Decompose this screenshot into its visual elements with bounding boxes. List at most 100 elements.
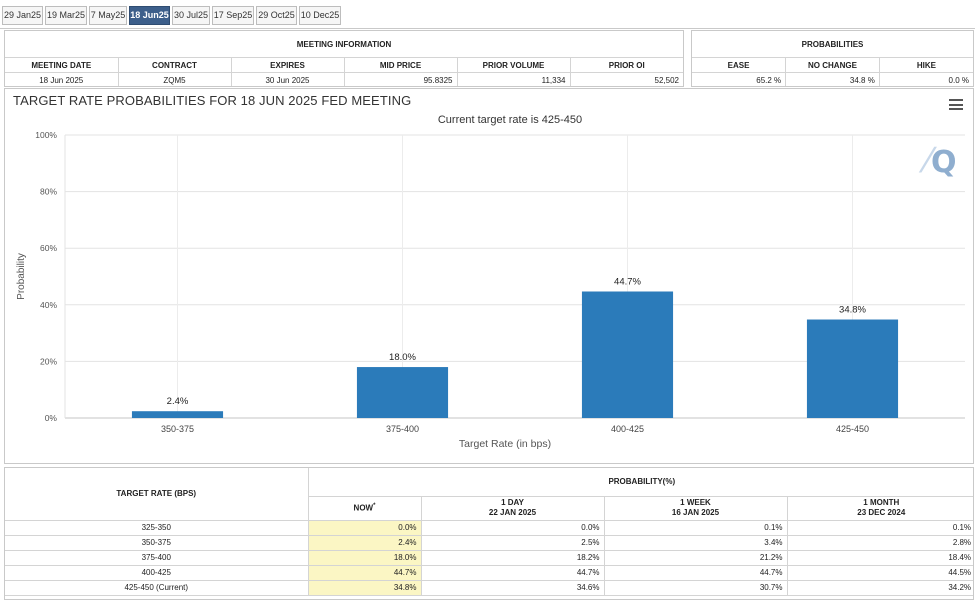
hamburger-menu-icon[interactable] [949, 99, 963, 110]
probability-history-table: TARGET RATE (BPS) PROBABILITY(%) NOW* 1 … [5, 468, 973, 596]
tab-10-dec25[interactable]: 10 Dec25 [299, 6, 341, 25]
day-cell: 44.7% [421, 565, 605, 581]
x-tick-label: 425-450 [836, 424, 869, 434]
target-rate-header: TARGET RATE (BPS) [5, 468, 309, 521]
month-cell: 0.1% [787, 520, 973, 536]
meeting-tabs: 29 Jan25 19 Mar25 7 May25 18 Jun25 30 Ju… [0, 0, 975, 29]
header-contract: CONTRACT [118, 57, 232, 73]
probabilities-table: PROBABILITIES EASE NO CHANGE HIKE 65.2 %… [692, 31, 973, 86]
target-rate-chart: Current target rate is 425-450 0% 20% 40% 60… [16, 114, 965, 450]
prior-volume-value: 11,334 [457, 72, 571, 86]
rate-cell: 400-425 [5, 565, 309, 581]
bar-425-450 [806, 319, 899, 418]
month-cell: 44.5% [787, 565, 973, 581]
y-tick-label: 100% [35, 130, 57, 140]
col-1day-date: 22 JAN 2025 [488, 508, 537, 517]
table-row: 400-425 44.7% 44.7% 44.7% 44.5% [5, 565, 973, 581]
day-cell: 18.2% [421, 550, 605, 566]
no-change-value: 34.8 % [785, 72, 880, 86]
col-1day-header: 1 DAY 22 JAN 2025 [421, 496, 605, 521]
meeting-information-panel: MEETING INFORMATION MEETING DATE CONTRAC… [4, 30, 684, 87]
ease-value: 65.2 % [692, 72, 787, 86]
prior-oi-value: 52,502 [570, 72, 683, 86]
col-1month-date: 23 DEC 2024 [857, 508, 906, 517]
month-cell: 34.2% [787, 580, 973, 596]
header-hike: HIKE [879, 57, 973, 73]
chart-subtitle: Current target rate is 425-450 [438, 114, 582, 126]
data-label: 44.7% [614, 276, 641, 287]
tab-29-oct25[interactable]: 29 Oct25 [256, 6, 297, 25]
month-cell: 2.8% [787, 535, 973, 551]
header-ease: EASE [692, 57, 787, 73]
meeting-information-table: MEETING INFORMATION MEETING DATE CONTRAC… [5, 31, 683, 86]
table-row: 350-375 2.4% 2.5% 3.4% 2.8% [5, 535, 973, 551]
bar-400-425 [581, 291, 674, 418]
probabilities-title: PROBABILITIES [692, 31, 973, 58]
table-row: 375-400 18.0% 18.2% 21.2% 18.4% [5, 550, 973, 566]
tab-30-jul25[interactable]: 30 Jul25 [172, 6, 210, 25]
day-cell: 0.0% [421, 520, 605, 536]
y-tick-label: 60% [40, 243, 57, 253]
y-tick-label: 0% [45, 413, 58, 423]
y-tick-label: 80% [40, 187, 57, 197]
probability-history-panel: TARGET RATE (BPS) PROBABILITY(%) NOW* 1 … [4, 467, 974, 600]
day-cell: 2.5% [421, 535, 605, 551]
now-cell: 34.8% [308, 580, 422, 596]
y-tick-label: 40% [40, 300, 57, 310]
rate-cell: 325-350 [5, 520, 309, 536]
probability-header: PROBABILITY(%) [308, 468, 973, 497]
tab-29-jan25[interactable]: 29 Jan25 [2, 6, 43, 25]
table-row: 325-350 0.0% 0.0% 0.1% 0.1% [5, 520, 973, 536]
expires-value: 30 Jun 2025 [231, 72, 345, 86]
col-now-label: NOW [353, 503, 374, 513]
week-cell: 44.7% [604, 565, 788, 581]
x-tick-label: 350-375 [161, 424, 194, 434]
hike-value: 0.0 % [879, 72, 973, 86]
tab-7-may25[interactable]: 7 May25 [89, 6, 127, 25]
rate-cell: 425-450 (Current) [5, 580, 309, 596]
col-now-mark: * [373, 503, 376, 510]
data-label: 18.0% [389, 352, 416, 363]
col-1week-header: 1 WEEK 16 JAN 2025 [604, 496, 788, 521]
col-1month-header: 1 MONTH 23 DEC 2024 [787, 496, 973, 521]
col-1week-date: 16 JAN 2025 [671, 508, 720, 517]
quikstrike-logo-icon: ⁄ Q [925, 141, 957, 181]
rate-cell: 375-400 [5, 550, 309, 566]
target-rate-chart-panel: TARGET RATE PROBABILITIES FOR 18 JUN 202… [4, 88, 974, 464]
day-cell: 34.6% [421, 580, 605, 596]
col-now-header: NOW* [308, 496, 422, 521]
col-1month-label: 1 MONTH [863, 498, 900, 507]
header-mid-price: MID PRICE [344, 57, 458, 73]
y-tick-label: 20% [40, 356, 57, 366]
mid-price-value: 95.8325 [344, 72, 458, 86]
header-prior-oi: PRIOR OI [570, 57, 683, 73]
meeting-date-value: 18 Jun 2025 [5, 72, 119, 86]
contract-value: ZQM5 [118, 72, 232, 86]
data-label: 2.4% [167, 396, 189, 407]
chart-title: TARGET RATE PROBABILITIES FOR 18 JUN 202… [13, 93, 412, 108]
x-tick-label: 400-425 [611, 424, 644, 434]
now-cell: 0.0% [308, 520, 422, 536]
col-1week-label: 1 WEEK [680, 498, 711, 507]
y-axis-title: Probability [16, 253, 27, 300]
data-label: 34.8% [839, 305, 866, 316]
header-expires: EXPIRES [231, 57, 345, 73]
tab-19-mar25[interactable]: 19 Mar25 [45, 6, 87, 25]
meeting-information-title: MEETING INFORMATION [5, 31, 683, 58]
month-cell: 18.4% [787, 550, 973, 566]
probabilities-panel: PROBABILITIES EASE NO CHANGE HIKE 65.2 %… [691, 30, 974, 87]
week-cell: 21.2% [604, 550, 788, 566]
now-cell: 2.4% [308, 535, 422, 551]
header-no-change: NO CHANGE [785, 57, 880, 73]
header-prior-volume: PRIOR VOLUME [457, 57, 571, 73]
week-cell: 30.7% [604, 580, 788, 596]
x-axis-title: Target Rate (in bps) [459, 438, 551, 450]
week-cell: 0.1% [604, 520, 788, 536]
col-1day-label: 1 DAY [501, 498, 524, 507]
bar-350-375 [131, 411, 224, 418]
tab-17-sep25[interactable]: 17 Sep25 [212, 6, 254, 25]
tab-18-jun25[interactable]: 18 Jun25 [129, 6, 170, 25]
now-cell: 44.7% [308, 565, 422, 581]
x-tick-label: 375-400 [386, 424, 419, 434]
table-row: 425-450 (Current) 34.8% 34.6% 30.7% 34.2… [5, 580, 973, 596]
